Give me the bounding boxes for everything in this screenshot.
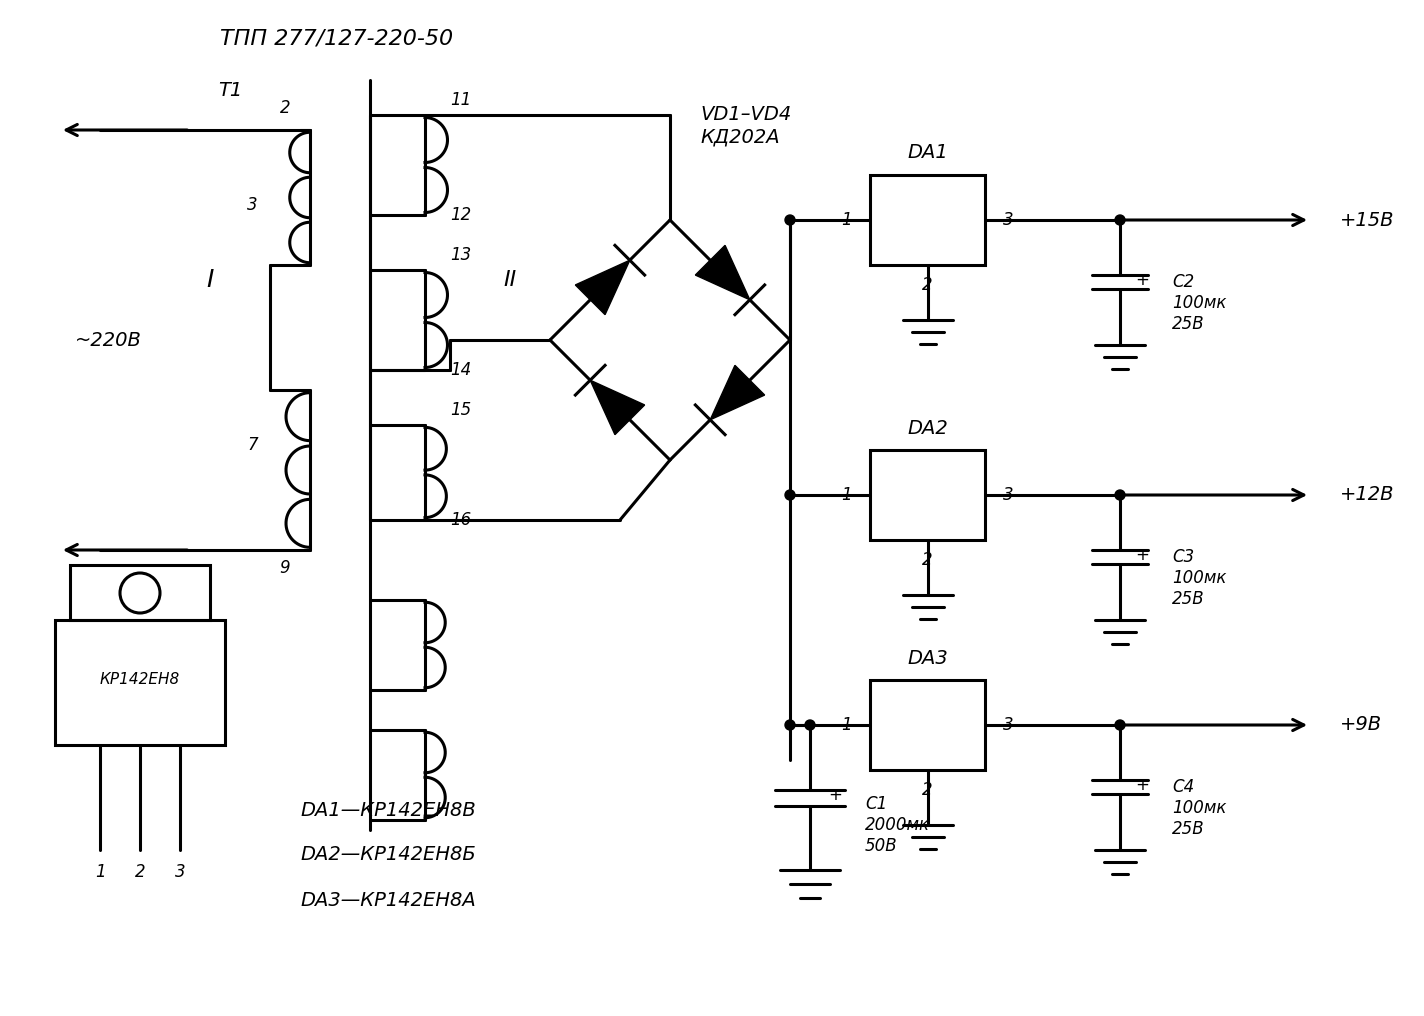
Text: 3: 3 [175,863,185,881]
Text: 15: 15 [450,401,471,419]
Circle shape [785,215,795,225]
Text: ТПП 277/127-220-50: ТПП 277/127-220-50 [219,28,453,48]
Text: +9В: +9В [1340,715,1383,735]
Bar [870,680,985,770]
Polygon shape [711,366,765,420]
Circle shape [1115,490,1125,500]
Text: DA1: DA1 [907,143,948,163]
Text: 2: 2 [923,551,933,569]
Circle shape [805,720,815,731]
Text: +: + [1135,546,1149,564]
Text: 11: 11 [450,91,471,109]
Text: 16: 16 [450,511,471,529]
Text: 1: 1 [842,716,852,734]
Text: C1
2000мк
50В: C1 2000мк 50В [864,796,930,854]
Text: DA3—КР142ЕН8А: DA3—КР142ЕН8А [300,890,476,909]
Text: 12: 12 [450,206,471,224]
Text: 1: 1 [842,486,852,504]
Circle shape [1115,215,1125,225]
Text: 14: 14 [450,361,471,379]
Text: C2
100мк
25В: C2 100мк 25В [1172,273,1226,333]
Text: 9: 9 [279,559,290,577]
Bar [870,175,985,265]
Text: II: II [503,270,517,290]
Text: +15В: +15В [1340,210,1394,230]
Text: I: I [206,268,214,292]
Text: DA2: DA2 [907,419,948,438]
Text: C3
100мк
25В: C3 100мк 25В [1172,549,1226,608]
Polygon shape [695,245,750,300]
Text: 2: 2 [923,781,933,799]
Text: +: + [827,786,842,804]
Text: ~220В: ~220В [75,330,142,350]
Text: 13: 13 [450,246,471,264]
Text: 2: 2 [135,863,145,881]
Text: +: + [1135,776,1149,793]
Text: DA3: DA3 [907,648,948,668]
Text: 3: 3 [248,196,258,214]
Text: КР142ЕН8: КР142ЕН8 [100,673,179,688]
Text: VD1–VD4
КД202А: VD1–VD4 КД202А [701,105,792,146]
Polygon shape [575,260,629,315]
Text: 2: 2 [279,99,290,117]
Circle shape [785,490,795,500]
Polygon shape [590,380,645,435]
Text: DA1—КР142ЕН8В: DA1—КР142ЕН8В [300,801,476,820]
Text: DA2—КР142ЕН8Б: DA2—КР142ЕН8Б [300,845,476,865]
Text: T1: T1 [218,80,242,100]
Text: 3: 3 [1002,716,1014,734]
Text: +12В: +12В [1340,486,1394,505]
Text: 7: 7 [248,436,258,454]
Text: 1: 1 [94,863,105,881]
Text: 2: 2 [923,276,933,294]
Circle shape [1115,720,1125,731]
Text: 1: 1 [842,211,852,229]
Text: +: + [1135,271,1149,289]
Circle shape [785,720,795,731]
Text: C4
100мк
25В: C4 100мк 25В [1172,778,1226,838]
Bar [870,450,985,539]
Text: 3: 3 [1002,486,1014,504]
Text: 3: 3 [1002,211,1014,229]
